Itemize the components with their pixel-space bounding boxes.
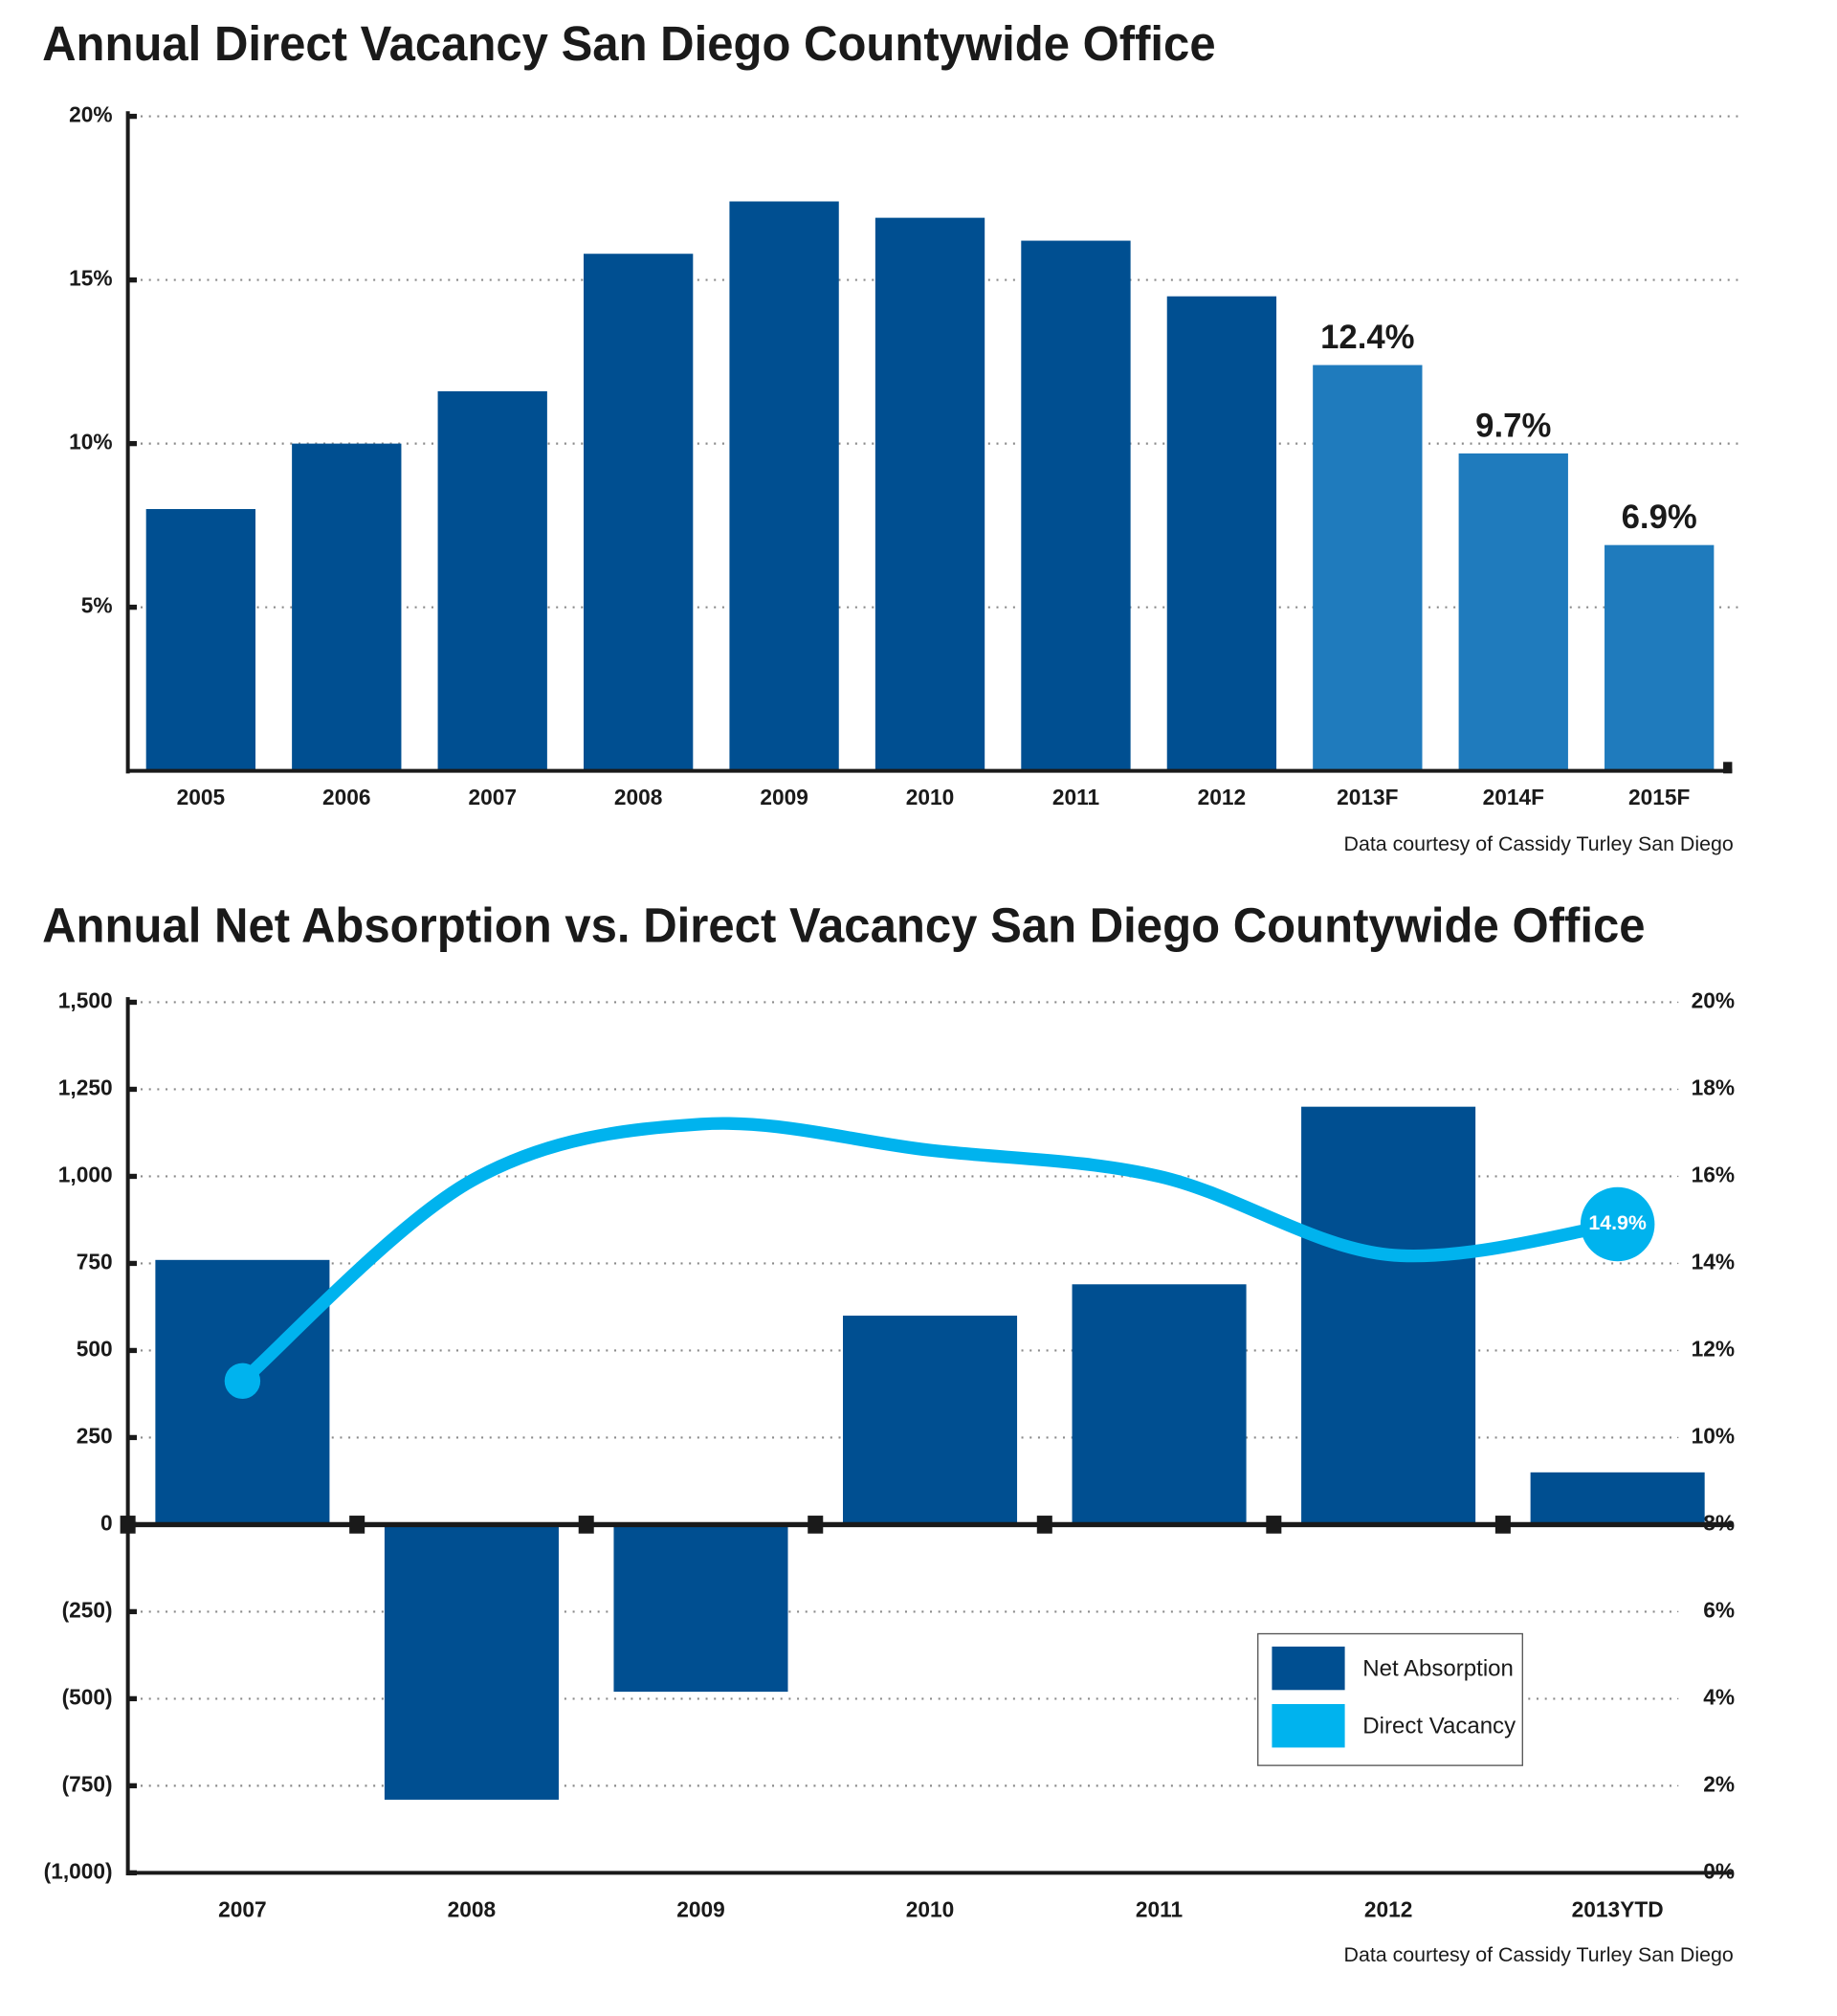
line-start-dot [224,1362,261,1399]
y-tick-label: 1,250 [58,1074,113,1099]
y-tick-label: 20% [69,102,112,127]
zero-marker [1494,1516,1511,1534]
line-series [235,1117,1625,1387]
y2-tick-label: 2% [1703,1771,1735,1796]
axis-end [1723,762,1733,774]
y-tick-label: 10% [69,430,112,454]
bar [1458,453,1568,771]
y-tick-label: 1,500 [58,987,113,1012]
bar [583,254,694,771]
x-tick-label: 2014F [1483,785,1545,809]
bar [145,509,256,771]
chart-title: Annual Direct Vacancy San Diego Countywi… [42,16,1216,71]
data-label: 6.9% [1622,499,1697,536]
value-badge [1580,1186,1655,1262]
x-tick-label: 2011 [1136,1896,1183,1921]
zero-marker [1266,1516,1282,1534]
bar [1021,240,1131,771]
x-tick-label: 2006 [322,785,371,809]
y-tick-label: (750) [62,1771,113,1796]
y-tick-label: 15% [69,266,112,291]
bar [1313,365,1423,771]
x-tick-label: 2009 [676,1896,725,1921]
x-tick-label: 2008 [614,785,663,809]
y-tick-label: (1,000) [44,1858,113,1883]
bar [384,1524,559,1800]
x-tick-label: 2009 [760,785,808,809]
y-tick-label: 250 [77,1423,113,1448]
y-tick-label: 5% [81,593,113,618]
x-tick-label: 2010 [906,1896,955,1921]
y-tick-label: 0 [100,1510,113,1535]
zero-marker [349,1516,365,1534]
y-tick-label: (250) [62,1597,113,1622]
x-tick-label: 2013YTD [1572,1896,1664,1921]
y2-tick-label: 14% [1692,1249,1735,1274]
bar [1530,1472,1705,1525]
legend-label: Net Absorption [1362,1655,1514,1681]
bar [729,201,839,771]
zero-marker [808,1516,824,1534]
legend-label: Direct Vacancy [1362,1713,1516,1739]
bar [874,217,985,771]
zero-marker [1036,1516,1052,1534]
x-tick-label: 2011 [1052,785,1099,809]
data-label: 12.4% [1320,320,1414,356]
x-tick-label: 2013F [1337,785,1399,809]
y-tick-label: 1,000 [58,1162,113,1186]
bar [1166,296,1277,771]
x-tick-label: 2015F [1628,785,1691,809]
y2-tick-label: 16% [1692,1162,1735,1186]
y-tick-label: 750 [77,1249,113,1274]
y2-tick-label: 20% [1692,987,1735,1012]
x-tick-label: 2012 [1198,785,1247,809]
y2-tick-label: 10% [1692,1423,1735,1448]
x-tick-label: 2010 [906,785,955,809]
y2-tick-label: 4% [1703,1684,1735,1709]
x-tick-label: 2012 [1364,1896,1413,1921]
y2-tick-label: 12% [1692,1336,1735,1361]
chart-title: Annual Net Absorption vs. Direct Vacancy… [42,898,1645,953]
y-tick-label: 500 [77,1336,113,1361]
bar [842,1316,1018,1525]
data-label: 9.7% [1475,408,1551,444]
y-tick-label: (500) [62,1684,113,1709]
source-note: Data courtesy of Cassidy Turley San Dieg… [1344,832,1734,855]
x-tick-label: 2008 [448,1896,497,1921]
legend-swatch [1272,1703,1345,1748]
y2-tick-label: 6% [1703,1597,1735,1622]
x-tick-label: 2005 [177,785,226,809]
bar [1072,1284,1247,1525]
data-label: 14.9% [1588,1211,1647,1234]
y2-tick-label: 18% [1692,1074,1735,1099]
bar [613,1524,788,1693]
bar [1301,1106,1476,1525]
bar [1605,544,1715,771]
x-tick-label: 2007 [468,785,517,809]
legend-swatch [1272,1646,1345,1691]
source-note: Data courtesy of Cassidy Turley San Dieg… [1344,1943,1734,1966]
zero-marker [578,1516,594,1534]
x-tick-label: 2007 [218,1896,267,1921]
bar [292,443,402,771]
bar [437,390,547,771]
